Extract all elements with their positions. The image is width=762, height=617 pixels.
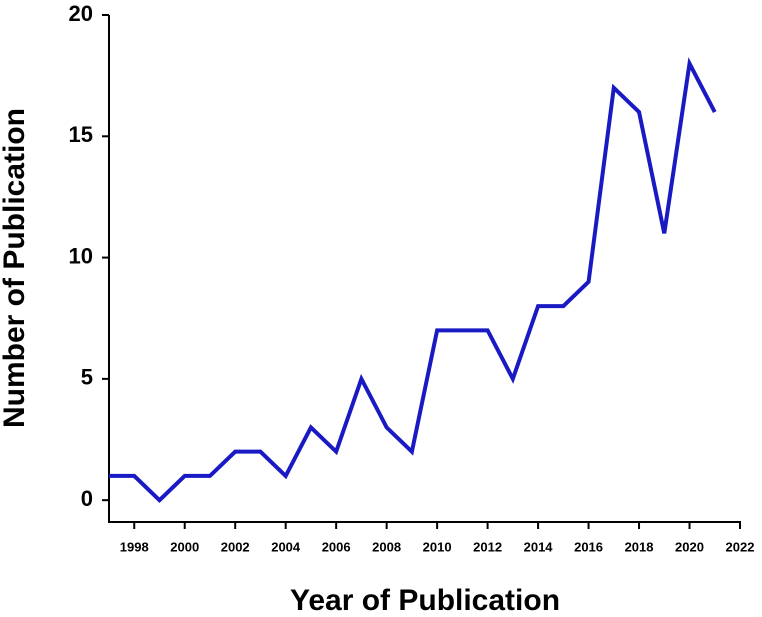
x-tick-label: 2006 <box>322 539 351 554</box>
y-tick-label: 10 <box>69 243 93 268</box>
y-tick-label: 15 <box>69 122 93 147</box>
x-tick-label: 2014 <box>524 539 554 554</box>
x-tick-label: 2010 <box>423 539 452 554</box>
x-tick-label: 2018 <box>625 539 654 554</box>
x-tick-label: 2000 <box>170 539 199 554</box>
x-tick-label: 2022 <box>726 539 755 554</box>
y-tick-label: 20 <box>69 1 93 26</box>
y-tick-label: 0 <box>81 486 93 511</box>
x-tick-label: 2008 <box>372 539 401 554</box>
x-tick-label: 2020 <box>675 539 704 554</box>
y-axis-title: Number of Publication <box>0 108 31 428</box>
x-tick-label: 2004 <box>271 539 301 554</box>
x-tick-label: 2002 <box>221 539 250 554</box>
x-axis-title: Year of Publication <box>290 584 560 617</box>
x-tick-label: 1998 <box>120 539 149 554</box>
y-tick-label: 5 <box>81 365 93 390</box>
x-tick-label: 2016 <box>574 539 603 554</box>
data-line <box>109 57 717 503</box>
x-tick-label: 2012 <box>473 539 502 554</box>
